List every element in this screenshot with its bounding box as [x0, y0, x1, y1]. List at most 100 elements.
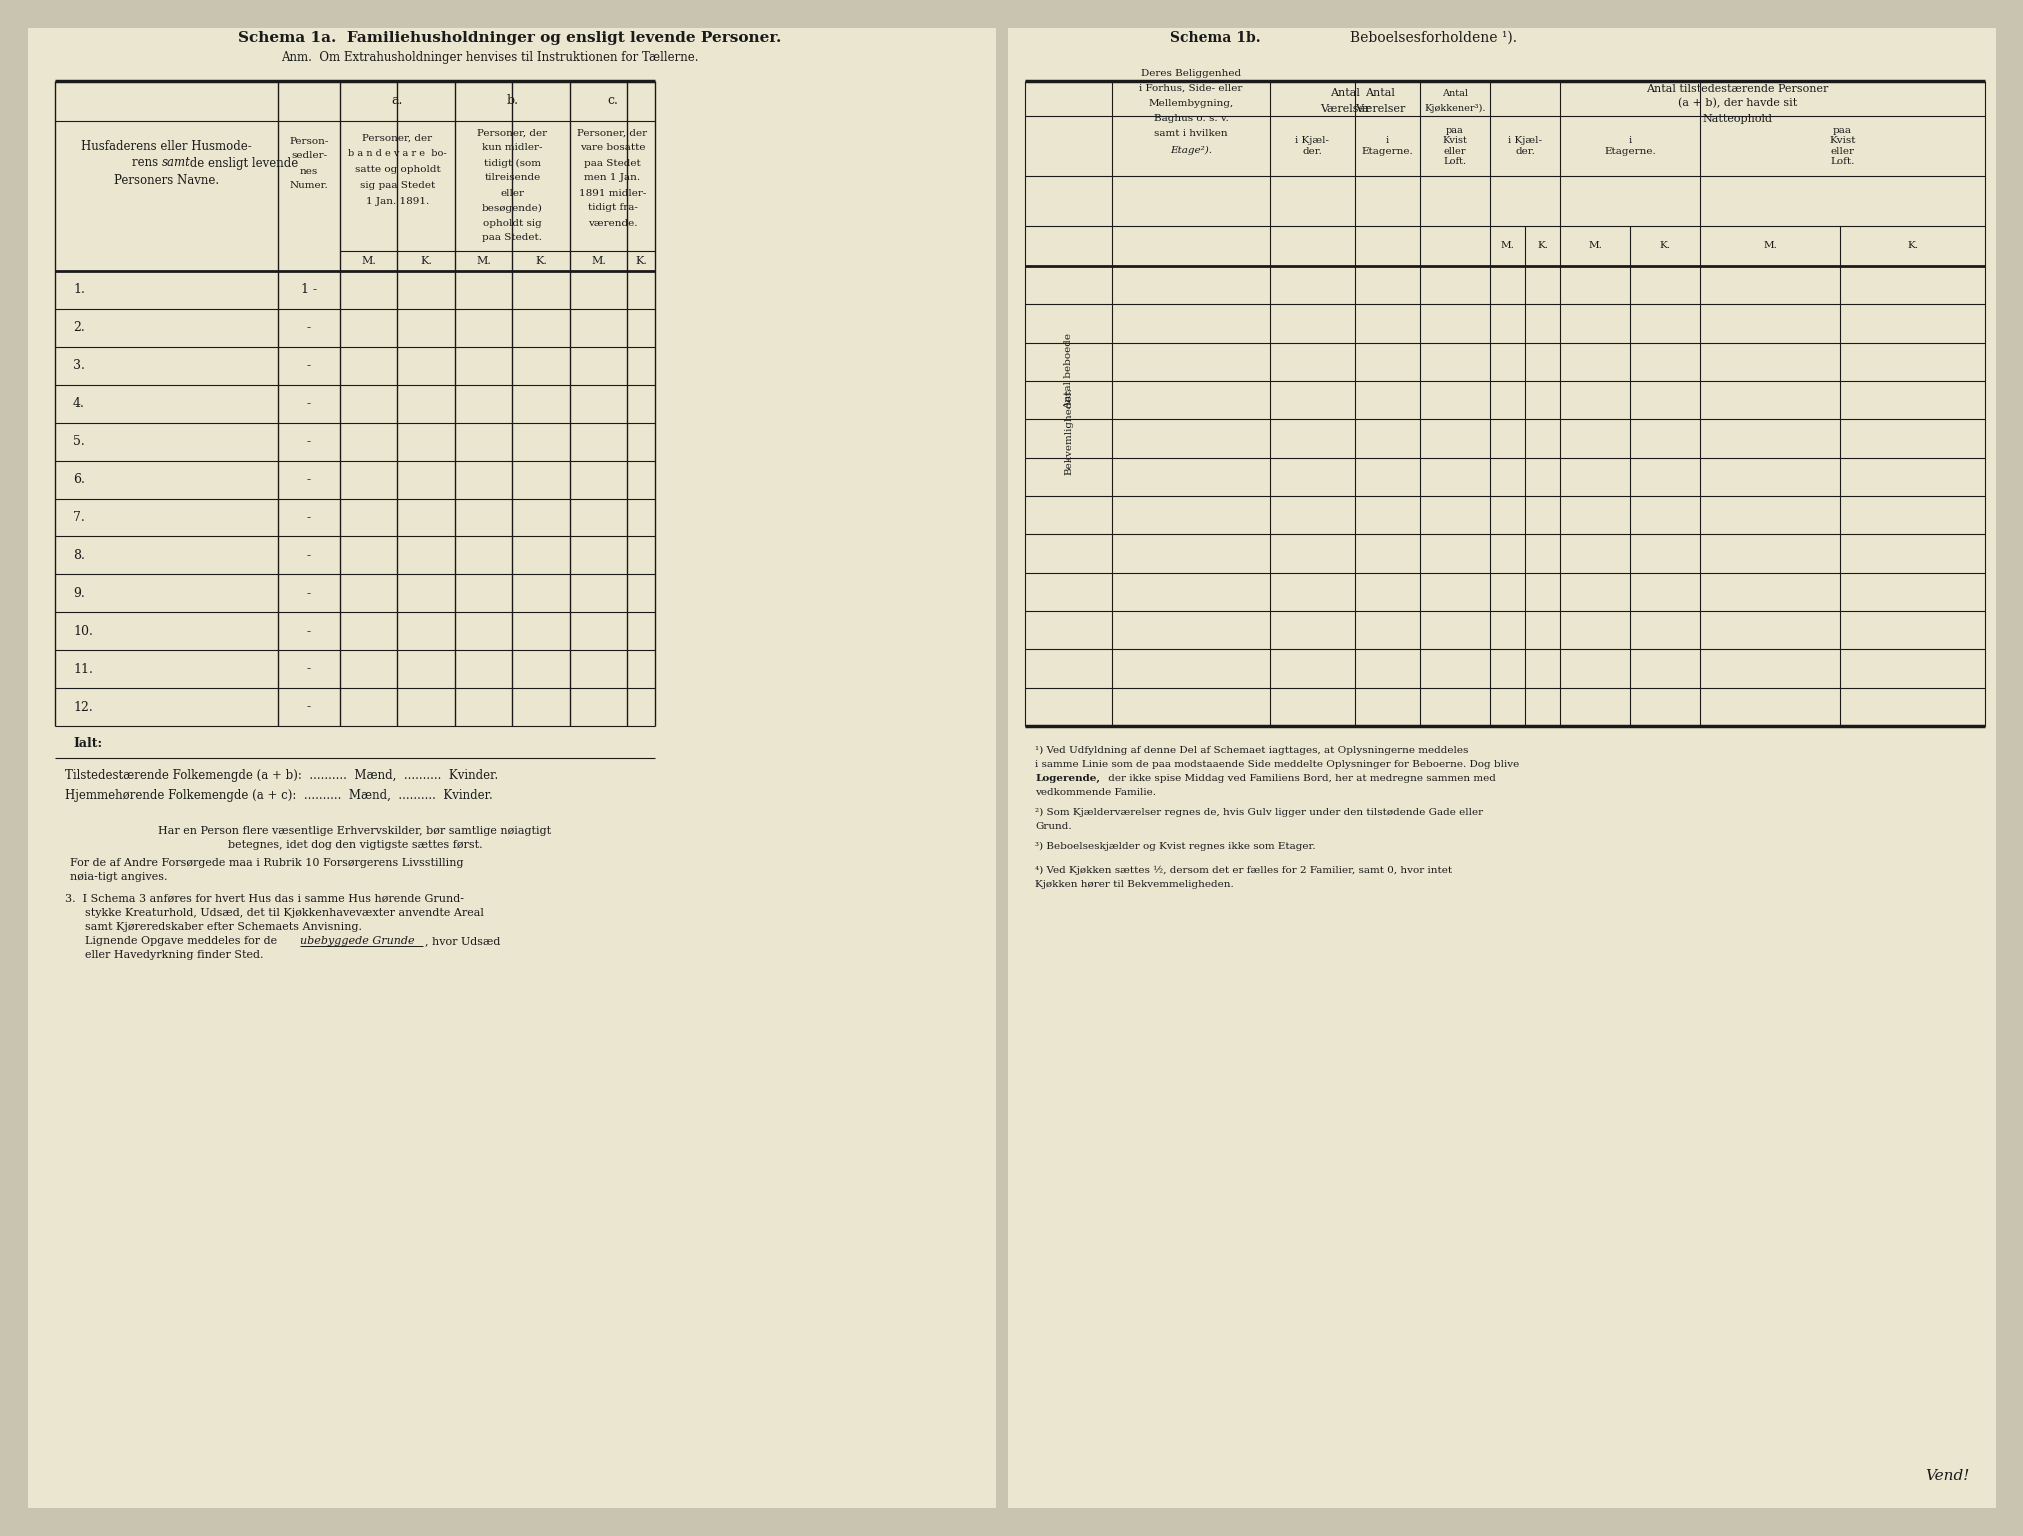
Text: værende.: værende. — [587, 218, 637, 227]
Text: -: - — [307, 587, 312, 599]
Text: Personer, der: Personer, der — [362, 134, 433, 143]
Text: vedkommende Familie.: vedkommende Familie. — [1034, 788, 1155, 797]
Text: K.: K. — [1906, 241, 1918, 250]
Text: Mellembygning,: Mellembygning, — [1147, 98, 1232, 108]
Text: 3.: 3. — [73, 359, 85, 372]
Text: M.: M. — [360, 257, 376, 266]
Text: (a + b), der havde sit: (a + b), der havde sit — [1677, 98, 1796, 109]
Text: 3.  I Schema 3 anføres for hvert Hus das i samme Hus hørende Grund-: 3. I Schema 3 anføres for hvert Hus das … — [65, 894, 463, 905]
Text: Personer, der: Personer, der — [477, 129, 548, 138]
Text: eller Havedyrkning finder Sted.: eller Havedyrkning finder Sted. — [85, 949, 263, 960]
Text: M.: M. — [1499, 241, 1513, 250]
Text: kun midler-: kun midler- — [481, 143, 542, 152]
Text: rens: rens — [131, 157, 162, 169]
Text: ubebyggede Grunde: ubebyggede Grunde — [299, 935, 415, 946]
Text: nes: nes — [299, 166, 318, 175]
Text: 12.: 12. — [73, 700, 93, 714]
Text: 6.: 6. — [73, 473, 85, 485]
Text: Natteophold: Natteophold — [1701, 114, 1772, 123]
Text: K.: K. — [1535, 241, 1548, 250]
Text: Schema 1a.  Familiehusholdninger og ensligt levende Personer.: Schema 1a. Familiehusholdninger og ensli… — [239, 31, 781, 45]
Text: Antal: Antal — [1440, 89, 1467, 98]
Text: Anm.  Om Extrahusholdninger henvises til Instruktionen for Tællerne.: Anm. Om Extrahusholdninger henvises til … — [281, 52, 698, 65]
Text: Antal beboede: Antal beboede — [1064, 333, 1072, 409]
Text: Numer.: Numer. — [289, 181, 328, 190]
Text: Logerende,: Logerende, — [1034, 774, 1098, 783]
Text: ²) Som Kjælderværelser regnes de, hvis Gulv ligger under den tilstødende Gade el: ²) Som Kjælderværelser regnes de, hvis G… — [1034, 808, 1483, 817]
Text: Vend!: Vend! — [1924, 1468, 1968, 1482]
Text: b a n d e v a r e  bo-: b a n d e v a r e bo- — [348, 149, 447, 158]
Text: Husfaderens eller Husmode-: Husfaderens eller Husmode- — [81, 140, 251, 152]
Text: M.: M. — [1588, 241, 1600, 250]
Text: de ensligt levende: de ensligt levende — [186, 157, 299, 169]
Text: K.: K. — [1659, 241, 1669, 250]
Text: K.: K. — [534, 257, 546, 266]
Text: Etage²).: Etage²). — [1169, 146, 1212, 155]
Text: Kjøkken hører til Bekvemmeligheden.: Kjøkken hører til Bekvemmeligheden. — [1034, 880, 1234, 889]
Text: Ialt:: Ialt: — [73, 737, 101, 751]
Text: M.: M. — [475, 257, 492, 266]
Text: ⁴) Ved Kjøkken sættes ½, dersom det er fælles for 2 Familier, samt 0, hvor intet: ⁴) Ved Kjøkken sættes ½, dersom det er f… — [1034, 866, 1450, 876]
Text: 1 -: 1 - — [301, 284, 318, 296]
Text: opholdt sig: opholdt sig — [483, 218, 542, 227]
Text: -: - — [307, 359, 312, 372]
Text: Lignende Opgave meddeles for de: Lignende Opgave meddeles for de — [85, 935, 281, 946]
Text: paa Stedet: paa Stedet — [585, 158, 641, 167]
Text: tidigt (som: tidigt (som — [483, 158, 540, 167]
Text: sedler-: sedler- — [291, 152, 328, 160]
Text: Værelser: Værelser — [1319, 103, 1370, 114]
Text: M.: M. — [591, 257, 605, 266]
Text: 9.: 9. — [73, 587, 85, 599]
Text: i
Etagerne.: i Etagerne. — [1604, 137, 1655, 155]
Text: nøia­tigt angives.: nøia­tigt angives. — [71, 872, 168, 882]
Text: tilreisende: tilreisende — [483, 174, 540, 183]
Text: Personer, der: Personer, der — [577, 129, 647, 138]
Text: K.: K. — [635, 257, 647, 266]
Text: Antal tilstedestærende Personer: Antal tilstedestærende Personer — [1645, 83, 1829, 94]
Text: stykke Kreaturhold, Udsæd, det til Kjøkkenhavevæxter anvendte Areal: stykke Kreaturhold, Udsæd, det til Kjøkk… — [85, 908, 483, 919]
Text: -: - — [307, 511, 312, 524]
Text: paa
Kvist
eller
Loft.: paa Kvist eller Loft. — [1442, 126, 1467, 166]
Text: sig paa Stedet: sig paa Stedet — [360, 181, 435, 190]
Text: -: - — [307, 548, 312, 562]
Text: paa Stedet.: paa Stedet. — [481, 233, 542, 243]
Text: -: - — [307, 435, 312, 449]
Text: Antal: Antal — [1329, 89, 1359, 98]
Text: K.: K. — [421, 257, 431, 266]
Text: vare bosatte: vare bosatte — [579, 143, 645, 152]
Text: ³) Beboelseskjælder og Kvist regnes ikke som Etager.: ³) Beboelseskjælder og Kvist regnes ikke… — [1034, 842, 1315, 851]
Text: Tilstedestærende Folkemengde (a + b):  ..........  Mænd,  ..........  Kvinder.: Tilstedestærende Folkemengde (a + b): ..… — [65, 770, 498, 782]
Text: Værelser: Værelser — [1353, 103, 1404, 114]
Text: 10.: 10. — [73, 625, 93, 637]
Text: , hvor Udsæd: , hvor Udsæd — [425, 935, 500, 946]
Text: samt i hvilken: samt i hvilken — [1153, 129, 1228, 138]
Text: Hjemmehørende Folkemengde (a + c):  ..........  Mænd,  ..........  Kvinder.: Hjemmehørende Folkemengde (a + c): .....… — [65, 790, 492, 802]
Text: 4.: 4. — [73, 398, 85, 410]
Text: 2.: 2. — [73, 321, 85, 335]
Text: -: - — [307, 662, 312, 676]
Text: samt Kjøreredskaber efter Schemaets Anvisning.: samt Kjøreredskaber efter Schemaets Anvi… — [85, 922, 362, 932]
Text: men 1 Jan.: men 1 Jan. — [585, 174, 639, 183]
Bar — [1007, 28, 1995, 1508]
Text: Grund.: Grund. — [1034, 822, 1070, 831]
Bar — [28, 28, 995, 1508]
Text: -: - — [307, 473, 312, 485]
Text: samt: samt — [162, 157, 190, 169]
Text: Personers Navne.: Personers Navne. — [113, 174, 218, 186]
Text: -: - — [307, 625, 312, 637]
Text: betegnes, idet dog den vigtigste sættes først.: betegnes, idet dog den vigtigste sættes … — [227, 840, 481, 849]
Text: Antal: Antal — [1364, 89, 1394, 98]
Text: a.: a. — [392, 95, 403, 108]
Text: 8.: 8. — [73, 548, 85, 562]
Text: i Forhus, Side- eller: i Forhus, Side- eller — [1139, 84, 1242, 94]
Text: Baghus o. s. v.: Baghus o. s. v. — [1153, 114, 1228, 123]
Text: 7.: 7. — [73, 511, 85, 524]
Text: satte og opholdt: satte og opholdt — [354, 166, 441, 175]
Text: der ikke spise Middag ved Familiens Bord, her at medregne sammen med: der ikke spise Middag ved Familiens Bord… — [1105, 774, 1495, 783]
Text: -: - — [307, 321, 312, 335]
Text: i
Etagerne.: i Etagerne. — [1361, 137, 1412, 155]
Text: i samme Linie som de paa modstaaende Side meddelte Oplysninger for Beboerne. Dog: i samme Linie som de paa modstaaende Sid… — [1034, 760, 1519, 770]
Text: c.: c. — [607, 95, 617, 108]
Text: -: - — [307, 398, 312, 410]
Text: 5.: 5. — [73, 435, 85, 449]
